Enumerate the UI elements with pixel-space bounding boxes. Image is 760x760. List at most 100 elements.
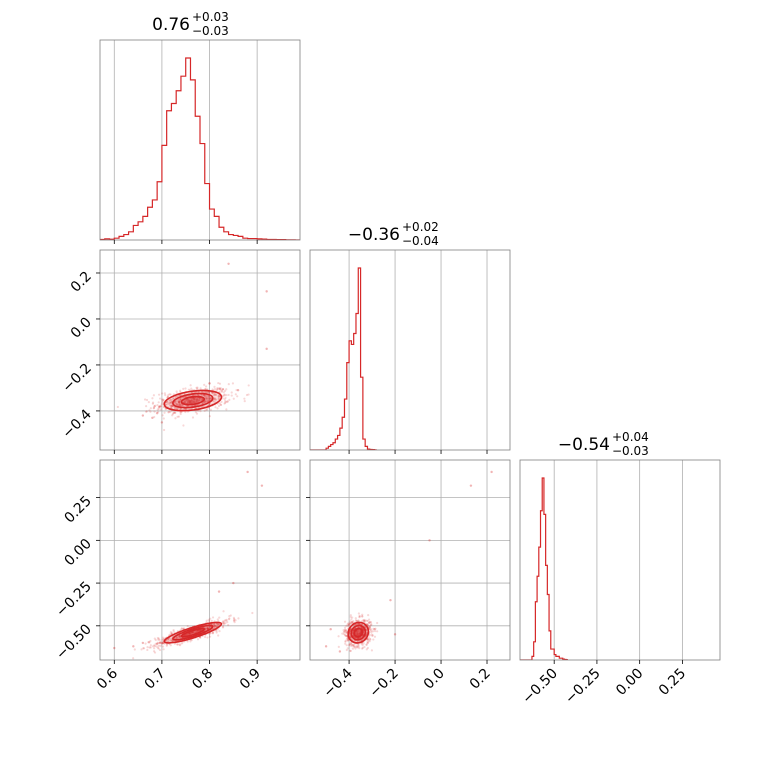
sample-point (349, 622, 353, 625)
outlier-point (217, 590, 221, 593)
sample-point (188, 632, 191, 636)
sample-point (197, 629, 200, 632)
sample-point (158, 641, 162, 644)
sample-point (175, 636, 178, 640)
sample-point (197, 629, 200, 632)
sample-point (219, 403, 222, 406)
sample-point (351, 616, 354, 619)
sample-point (145, 398, 149, 402)
sample-point (193, 397, 196, 400)
contour-level-3 (180, 395, 206, 406)
sample-point (225, 408, 228, 411)
sample-point (145, 410, 148, 413)
y-tick-label: −0.2 (59, 360, 94, 395)
sample-point (345, 644, 348, 647)
sample-point (225, 618, 228, 621)
sample-point (170, 631, 173, 634)
sample-point (195, 400, 198, 403)
sample-point (354, 617, 357, 620)
sample-point (359, 631, 362, 634)
sample-point (347, 625, 350, 628)
sample-point (153, 410, 156, 413)
sample-point (369, 621, 373, 624)
sample-point (169, 399, 172, 402)
sample-point (196, 629, 199, 632)
sample-point (365, 643, 368, 646)
contour-level-3 (353, 627, 364, 638)
sample-point (208, 397, 212, 400)
sample-point (168, 399, 171, 402)
sample-point (355, 631, 358, 635)
sample-point (204, 385, 208, 388)
sample-point (213, 397, 216, 401)
sample-point (187, 388, 191, 391)
sample-point (151, 397, 154, 400)
sample-point (172, 630, 175, 633)
sample-point (198, 397, 202, 400)
sample-point (217, 381, 220, 385)
sample-point (337, 645, 340, 648)
sample-point (201, 402, 204, 405)
sample-point (210, 619, 213, 622)
sample-point (196, 638, 200, 641)
sample-point (206, 627, 209, 630)
sample-point (145, 410, 148, 413)
sample-point (172, 628, 175, 632)
sample-point (222, 623, 225, 626)
sample-point (364, 619, 367, 622)
outlier-point (160, 421, 164, 424)
sample-point (179, 389, 182, 392)
sample-point (199, 636, 202, 639)
sample-point (233, 619, 236, 622)
sample-point (178, 400, 181, 404)
sample-point (215, 631, 218, 634)
sample-point (343, 626, 347, 629)
sample-point (168, 393, 171, 396)
sample-point (351, 644, 354, 647)
sample-point (215, 629, 218, 633)
sample-point (362, 642, 365, 645)
sample-point (369, 628, 372, 631)
sample-point (209, 632, 212, 635)
sample-point (188, 400, 191, 403)
sample-point (162, 642, 165, 645)
outlier-point (208, 382, 211, 385)
sample-point (356, 646, 359, 649)
sample-point (184, 399, 187, 402)
sample-point (199, 410, 202, 413)
sample-point (157, 647, 160, 650)
sample-point (205, 396, 208, 399)
sample-point (133, 648, 136, 651)
sample-point (157, 638, 160, 641)
sample-point (348, 642, 351, 645)
sample-point (231, 382, 235, 385)
sample-point (147, 640, 151, 644)
sample-point (189, 399, 193, 402)
sample-point (158, 404, 161, 408)
sample-point (219, 388, 222, 392)
sample-point (177, 401, 181, 404)
sample-point (217, 395, 221, 398)
sample-point (168, 404, 172, 407)
sample-point (349, 620, 352, 623)
sample-point (172, 397, 176, 400)
sample-point (350, 621, 354, 624)
sample-point (203, 401, 206, 404)
sample-point (159, 405, 162, 408)
sample-point (356, 619, 360, 622)
sample-point (343, 633, 347, 637)
sample-point (348, 623, 351, 626)
sample-point (222, 391, 225, 394)
sample-point (368, 625, 372, 628)
sample-point (236, 395, 239, 398)
sample-point (162, 398, 165, 401)
sample-point (176, 415, 179, 418)
sample-point (162, 398, 165, 402)
sample-point (350, 620, 354, 623)
sample-point (205, 397, 208, 401)
sample-point (227, 623, 230, 627)
sample-point (361, 643, 364, 647)
sample-point (349, 614, 352, 617)
sample-point (213, 400, 216, 403)
